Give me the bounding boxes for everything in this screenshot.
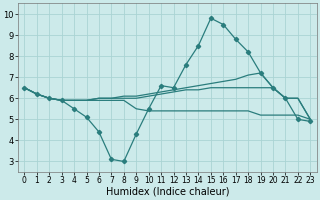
X-axis label: Humidex (Indice chaleur): Humidex (Indice chaleur)	[106, 187, 229, 197]
